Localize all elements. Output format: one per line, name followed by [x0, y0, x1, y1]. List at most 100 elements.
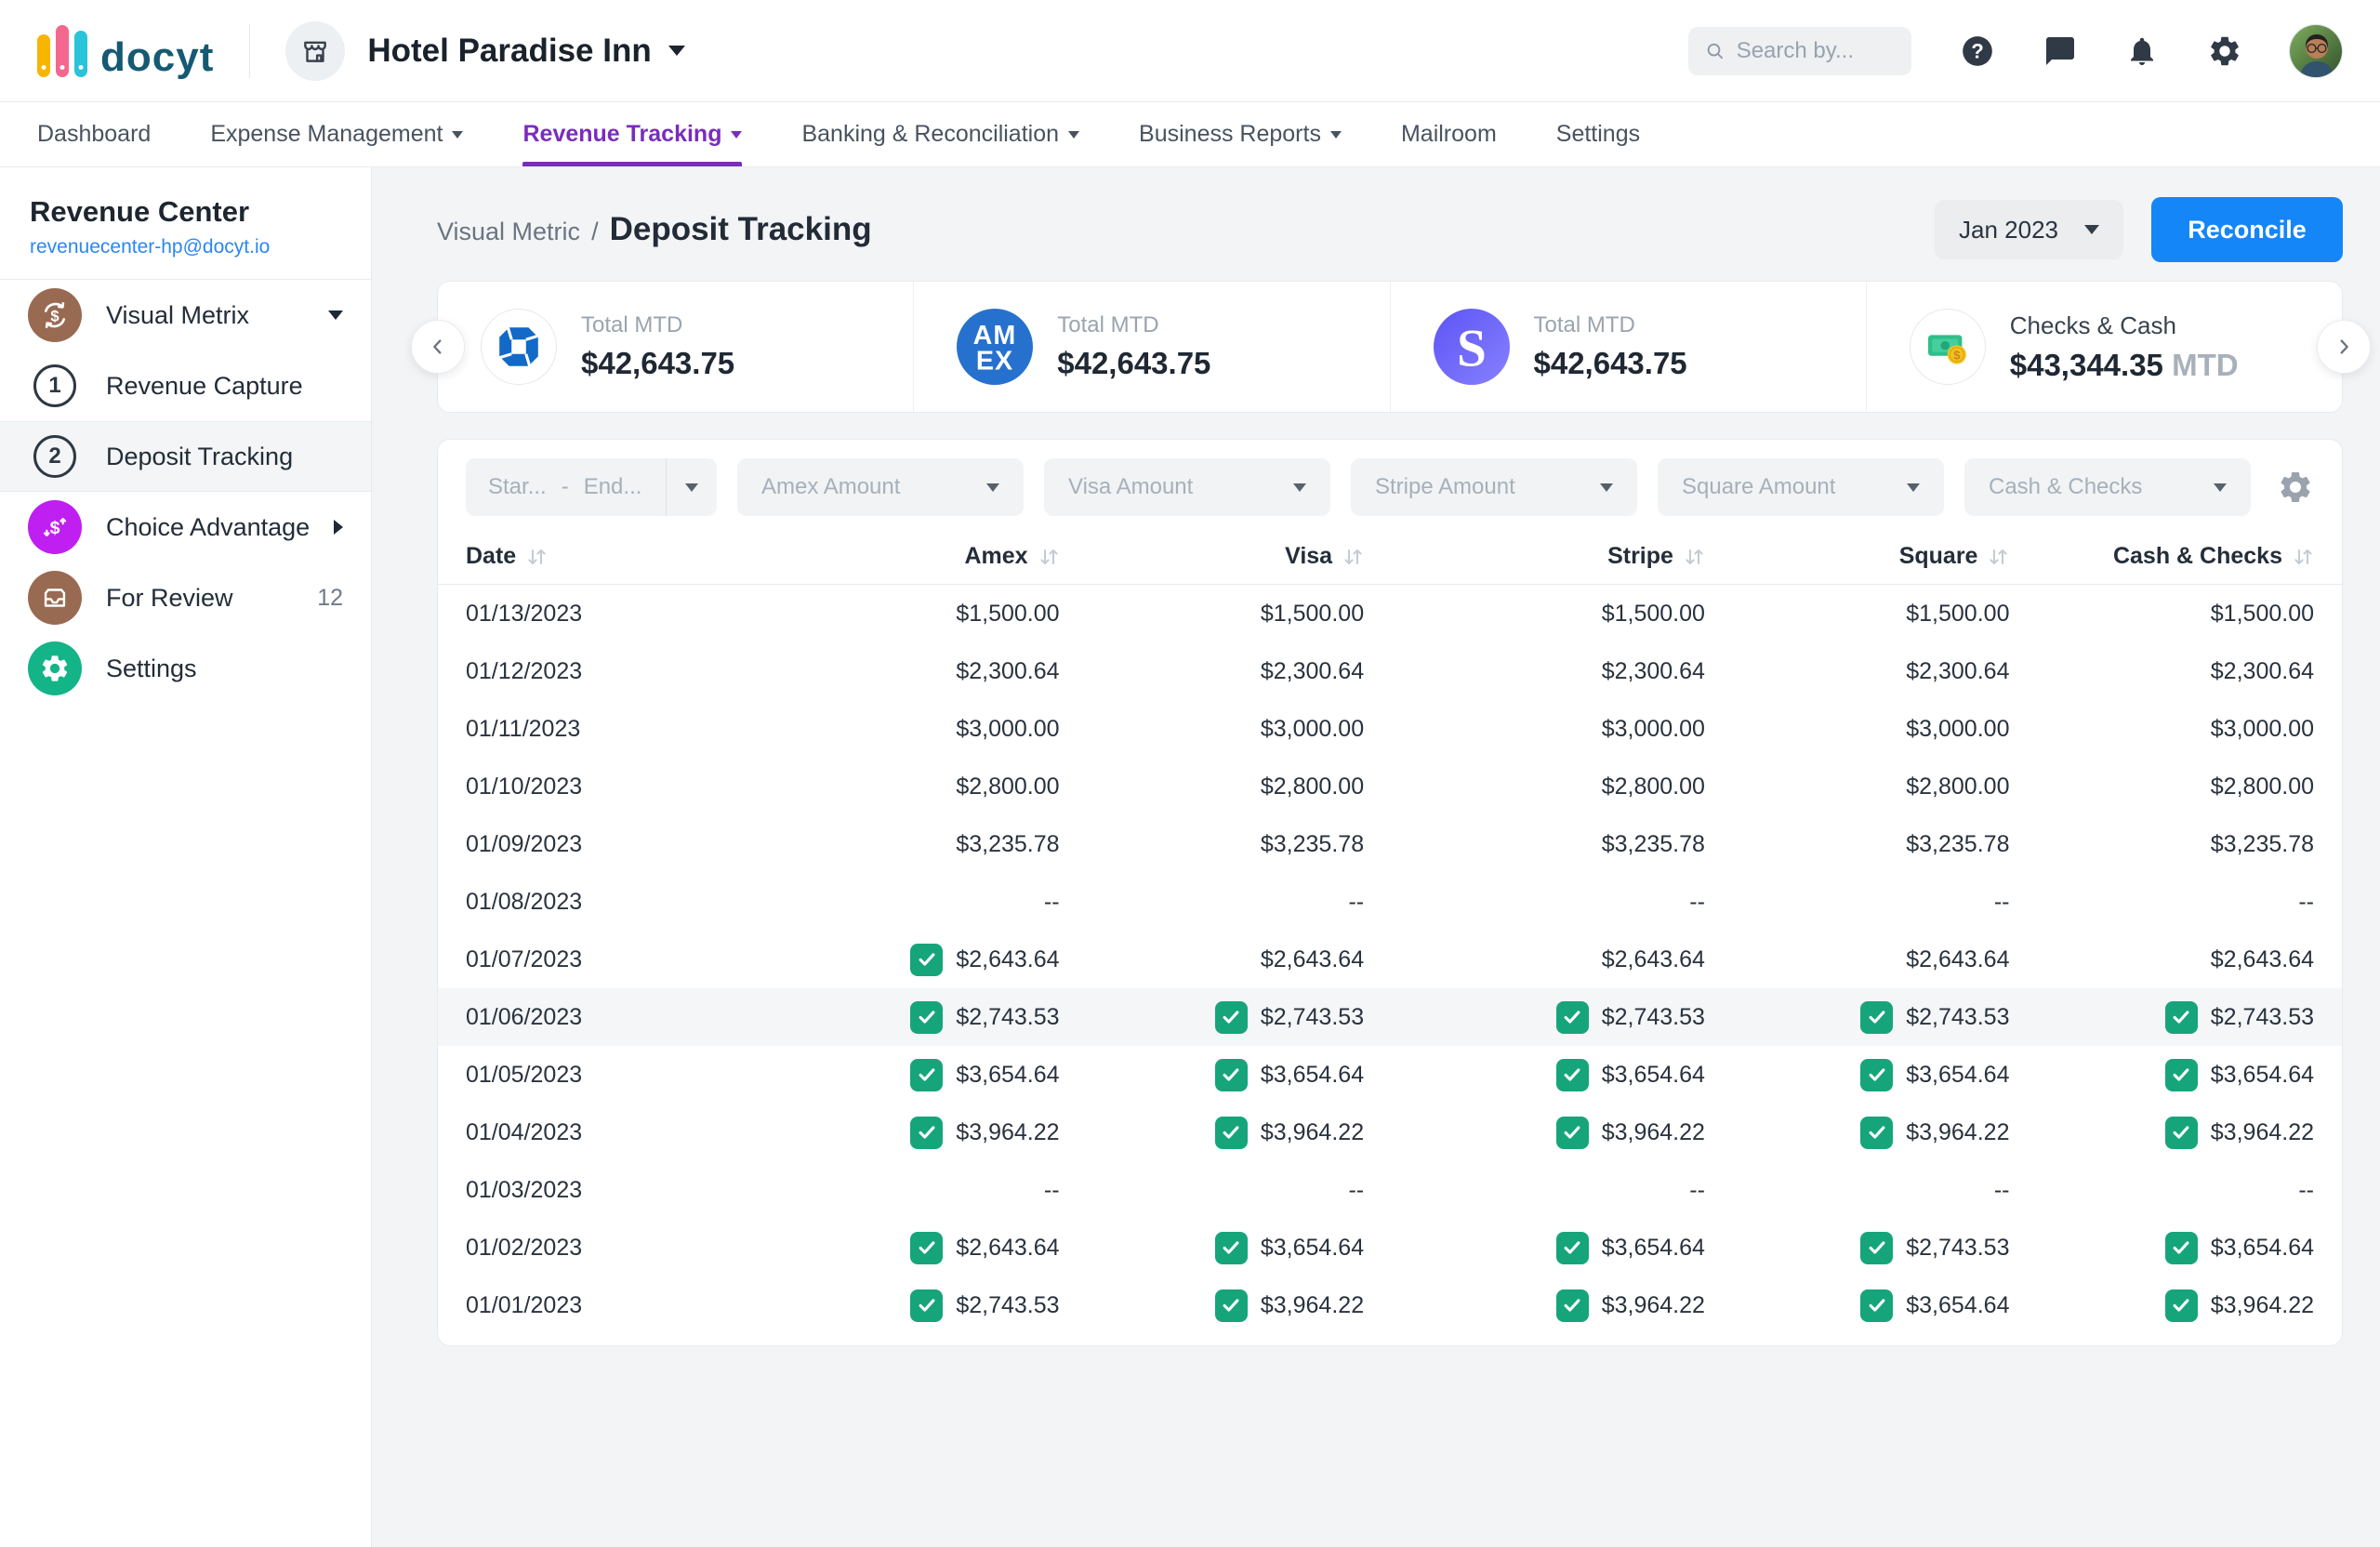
cell-value: --	[1689, 1177, 1705, 1204]
verified-checkbox[interactable]	[1556, 1289, 1589, 1322]
verified-checkbox[interactable]	[910, 1059, 943, 1091]
docyt-logo[interactable]: docyt	[37, 25, 214, 77]
svg-text:?: ?	[1971, 39, 1984, 62]
verified-checkbox[interactable]	[910, 1289, 943, 1322]
sort-icon	[525, 545, 548, 569]
filter-cash-checks[interactable]: Cash & Checks	[1964, 458, 2251, 516]
column-header-cash-checks[interactable]: Cash & Checks	[2009, 543, 2314, 570]
nav-item-revenue-tracking[interactable]: Revenue Tracking	[522, 102, 742, 166]
filter-square-amount[interactable]: Square Amount	[1658, 458, 1944, 516]
verified-checkbox[interactable]	[1215, 1117, 1248, 1149]
date-range-filter[interactable]: Star... - End...	[466, 458, 717, 516]
verified-checkbox[interactable]	[1556, 1059, 1589, 1091]
sidebar-item-choice-advantage[interactable]: $ Choice Advantage	[0, 492, 371, 562]
filter-amex-amount[interactable]: Amex Amount	[737, 458, 1024, 516]
cards-next-button[interactable]	[2317, 320, 2371, 374]
nav-item-expense-management[interactable]: Expense Management	[210, 102, 463, 166]
sidebar-item-settings[interactable]: Settings	[0, 633, 371, 704]
cards-prev-button[interactable]	[411, 320, 465, 374]
sidebar-item-visual-metrix[interactable]: $ Visual Metrix	[0, 280, 371, 350]
verified-checkbox[interactable]	[1556, 1001, 1589, 1034]
chevron-down-icon	[2084, 225, 2099, 234]
period-select[interactable]: Jan 2023	[1935, 200, 2123, 259]
chevron-down-icon	[731, 131, 742, 139]
verified-checkbox[interactable]	[1860, 1232, 1893, 1264]
sidebar-item-for-review[interactable]: For Review 12	[0, 562, 371, 633]
cell-value: $2,800.00	[2211, 774, 2314, 800]
cell-amex: --	[810, 1177, 1060, 1204]
chat-button[interactable]	[2043, 34, 2077, 68]
chevron-down-icon	[1293, 483, 1306, 492]
verified-checkbox[interactable]	[1860, 1001, 1893, 1034]
verified-checkbox[interactable]	[2165, 1289, 2198, 1322]
cell-date: 01/01/2023	[466, 1292, 810, 1319]
cell-value: $2,300.64	[1906, 658, 2009, 685]
column-header-date[interactable]: Date	[466, 543, 810, 570]
search-box[interactable]	[1688, 27, 1911, 75]
nav-item-settings[interactable]: Settings	[1556, 102, 1640, 166]
reconcile-button[interactable]: Reconcile	[2151, 197, 2343, 262]
verified-checkbox[interactable]	[1556, 1232, 1589, 1264]
cell-value: $2,300.64	[2211, 658, 2314, 685]
cell-value: $3,235.78	[956, 831, 1059, 858]
verified-checkbox[interactable]	[1215, 1001, 1248, 1034]
nav-item-business-reports[interactable]: Business Reports	[1139, 102, 1342, 166]
deposit-table-panel: Star... - End... Amex Amount Visa Amount S…	[437, 439, 2343, 1346]
verified-checkbox[interactable]	[910, 1001, 943, 1034]
cell-square: $3,654.64	[1705, 1059, 2010, 1091]
column-header-label: Date	[466, 543, 516, 570]
column-header-visa[interactable]: Visa	[1060, 543, 1365, 570]
cell-visa: $1,500.00	[1060, 601, 1365, 628]
column-settings-button[interactable]	[2277, 469, 2314, 506]
notifications-button[interactable]	[2125, 34, 2159, 68]
verified-checkbox[interactable]	[1215, 1289, 1248, 1322]
search-input[interactable]	[1737, 38, 1895, 64]
verified-checkbox[interactable]	[910, 1117, 943, 1149]
verified-checkbox[interactable]	[2165, 1001, 2198, 1034]
verified-checkbox[interactable]	[910, 944, 943, 976]
nav-item-banking-reconciliation[interactable]: Banking & Reconciliation	[801, 102, 1079, 166]
verified-checkbox[interactable]	[1860, 1289, 1893, 1322]
verified-checkbox[interactable]	[1215, 1059, 1248, 1091]
column-header-stripe[interactable]: Stripe	[1364, 543, 1705, 570]
verified-checkbox[interactable]	[910, 1232, 943, 1264]
verified-checkbox[interactable]	[2165, 1232, 2198, 1264]
cell-stripe: $3,000.00	[1364, 716, 1705, 743]
sidebar-item-deposit-tracking[interactable]: 2 Deposit Tracking	[0, 421, 371, 492]
cell-value: $3,964.22	[1602, 1119, 1705, 1146]
settings-button[interactable]	[2207, 33, 2242, 69]
verified-checkbox[interactable]	[1860, 1117, 1893, 1149]
verified-checkbox[interactable]	[1556, 1117, 1589, 1149]
verified-checkbox[interactable]	[2165, 1059, 2198, 1091]
verified-checkbox[interactable]	[1215, 1232, 1248, 1264]
column-header-square[interactable]: Square	[1705, 543, 2010, 570]
table-row: 01/13/2023$1,500.00$1,500.00$1,500.00$1,…	[438, 585, 2342, 642]
docyt-logo-wordmark: docyt	[100, 38, 214, 76]
metric-card-value: $43,344.35 MTD	[2010, 348, 2239, 383]
cell-value: $2,800.00	[1602, 774, 1705, 800]
filter-stripe-amount[interactable]: Stripe Amount	[1351, 458, 1637, 516]
breadcrumb-parent[interactable]: Visual Metric	[437, 218, 580, 246]
nav-item-mailroom[interactable]: Mailroom	[1401, 102, 1497, 166]
column-header-amex[interactable]: Amex	[810, 543, 1060, 570]
cell-visa: --	[1060, 1177, 1365, 1204]
nav-item-dashboard[interactable]: Dashboard	[37, 102, 151, 166]
cell-amex: $2,743.53	[810, 1001, 1060, 1034]
help-button[interactable]: ?	[1960, 33, 1995, 69]
table-row: 01/11/2023$3,000.00$3,000.00$3,000.00$3,…	[438, 700, 2342, 758]
cell-amex: $2,800.00	[810, 774, 1060, 800]
step-1-icon: 1	[33, 364, 76, 407]
sidebar: Revenue Center revenuecenter-hp@docyt.io…	[0, 167, 372, 1547]
user-avatar[interactable]	[2289, 24, 2343, 78]
verified-checkbox[interactable]	[1860, 1059, 1893, 1091]
sidebar-email-link[interactable]: revenuecenter-hp@docyt.io	[30, 236, 341, 258]
chevron-down-icon	[2214, 483, 2227, 492]
cell-cash-checks: $2,643.64	[2009, 946, 2314, 973]
chevron-down-icon	[1068, 131, 1079, 139]
verified-checkbox[interactable]	[2165, 1117, 2198, 1149]
business-switcher[interactable]: Hotel Paradise Inn	[285, 21, 684, 81]
cell-date: 01/09/2023	[466, 831, 810, 858]
filter-visa-amount[interactable]: Visa Amount	[1044, 458, 1330, 516]
sidebar-item-revenue-capture[interactable]: 1 Revenue Capture	[0, 350, 371, 421]
cell-value: $3,235.78	[1906, 831, 2009, 858]
